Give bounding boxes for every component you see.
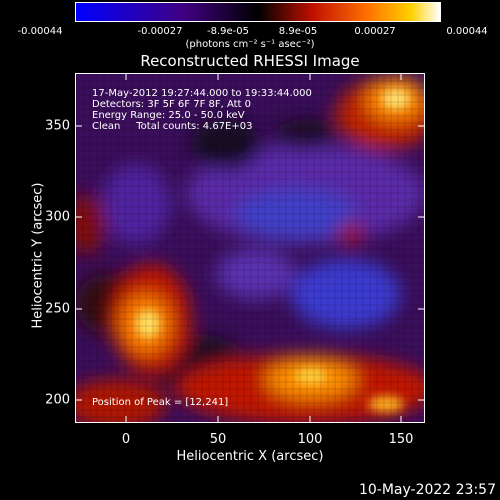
x-axis-label: Heliocentric X (arcsec) (176, 449, 324, 464)
colorbar (75, 2, 441, 22)
colorbar-tick-label: -8.9e-05 (207, 26, 249, 37)
colorbar-tick-label: 0.00027 (354, 26, 396, 37)
peak-position: Position of Peak = [12,241] (92, 397, 229, 408)
y-tick-label: 250 (45, 301, 70, 317)
footer-date: 10-May-2022 23:57 (358, 482, 496, 498)
solar-image (75, 73, 425, 423)
plot-title: Reconstructed RHESSI Image (140, 52, 360, 70)
x-tick-label: 100 (297, 432, 323, 447)
y-axis-label: Heliocentric Y (arcsec) (30, 182, 46, 329)
colorbar-tick-label: 0.00044 (446, 26, 488, 37)
y-tick-label: 200 (45, 392, 70, 408)
colorbar-tick-label: -0.00027 (137, 26, 183, 37)
info-line: 17-May-2012 19:27:44.000 to 19:33:44.000 (92, 88, 312, 99)
x-tick-label: 50 (209, 432, 227, 447)
colorbar-tick-label: 8.9e-05 (278, 26, 318, 37)
x-tick-label: 0 (121, 432, 131, 447)
colorbar-tick-label: -0.00044 (17, 26, 63, 37)
info-line: Detectors: 3F 5F 6F 7F 8F, Att 0 (92, 99, 252, 110)
info-line: Energy Range: 25.0 - 50.0 keV (92, 110, 245, 121)
y-tick-label: 300 (45, 209, 70, 225)
colorbar-gradient (76, 3, 440, 21)
observation-info: 17-May-2012 19:27:44.000 to 19:33:44.000… (92, 88, 312, 132)
y-tick-label: 350 (45, 118, 70, 134)
x-tick-label: 150 (388, 432, 414, 447)
colorbar-units: (photons cm⁻² s⁻¹ asec⁻²) (185, 39, 315, 50)
info-line: Clean Total counts: 4.67E+03 (92, 121, 253, 132)
